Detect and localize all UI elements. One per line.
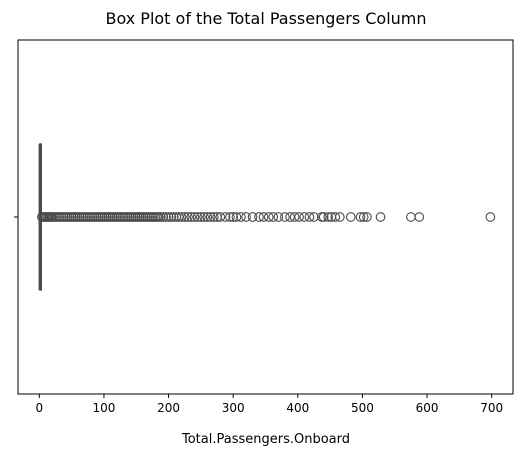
outlier-point xyxy=(220,212,231,222)
outlier-point xyxy=(406,212,416,222)
outlier-point xyxy=(309,212,319,222)
outlier-point xyxy=(236,212,246,222)
x-tick-label: 500 xyxy=(351,401,374,415)
outlier-point xyxy=(202,212,213,222)
plot-area xyxy=(37,143,496,291)
outlier-point xyxy=(294,212,304,222)
x-tick-label: 200 xyxy=(157,401,180,415)
outlier-point xyxy=(196,212,206,222)
outlier-point xyxy=(414,212,425,222)
outlier-point xyxy=(176,212,187,222)
outlier-point xyxy=(208,212,219,222)
outlier-point xyxy=(205,212,216,222)
outlier-point xyxy=(318,212,329,222)
outlier-point xyxy=(273,212,284,222)
outlier-point xyxy=(189,212,200,222)
outlier-point xyxy=(179,212,190,222)
x-tick-label: 300 xyxy=(222,401,245,415)
outlier-point xyxy=(289,212,300,222)
outlier-point xyxy=(158,212,169,222)
outlier-point xyxy=(199,212,209,222)
outlier-point xyxy=(485,212,496,222)
outlier-point xyxy=(254,212,264,222)
outlier-point xyxy=(362,212,372,222)
outlier-point xyxy=(334,212,345,222)
outlier-point xyxy=(299,212,310,222)
outlier-point xyxy=(225,212,235,222)
outlier-point xyxy=(263,212,274,222)
outlier-point xyxy=(183,212,193,222)
x-tick-label: 400 xyxy=(286,401,309,415)
x-tick-label: 0 xyxy=(36,401,44,415)
outlier-point xyxy=(323,212,334,222)
outlier-point xyxy=(241,212,251,222)
outlier-point xyxy=(355,212,366,222)
outlier-point xyxy=(258,212,269,222)
outlier-point xyxy=(228,212,239,222)
x-tick-label: 600 xyxy=(416,401,439,415)
outlier-point xyxy=(268,212,279,222)
x-axis-label: Total.Passengers.Onboard xyxy=(181,432,350,447)
outlier-point xyxy=(161,212,171,222)
outlier-point xyxy=(192,212,203,222)
x-axis-ticks: 0 100 200 300 400 500 600 700 xyxy=(36,394,503,415)
outlier-point xyxy=(330,212,341,222)
outlier-point xyxy=(358,212,369,222)
chart-title: Box Plot of the Total Passengers Column xyxy=(105,9,426,28)
outlier-point xyxy=(215,212,226,222)
outlier-point xyxy=(304,212,315,222)
outlier-point xyxy=(186,212,197,222)
outlier-point xyxy=(345,212,356,222)
outlier-point xyxy=(231,212,242,222)
x-tick-label: 100 xyxy=(92,401,115,415)
outlier-point xyxy=(155,212,166,222)
outlier-point xyxy=(163,212,174,222)
outlier-point xyxy=(375,212,386,222)
outlier-point xyxy=(166,212,177,222)
x-tick-label: 700 xyxy=(480,401,503,415)
outlier-point xyxy=(168,212,179,222)
outlier-point xyxy=(247,212,258,222)
outlier-point xyxy=(280,212,290,222)
